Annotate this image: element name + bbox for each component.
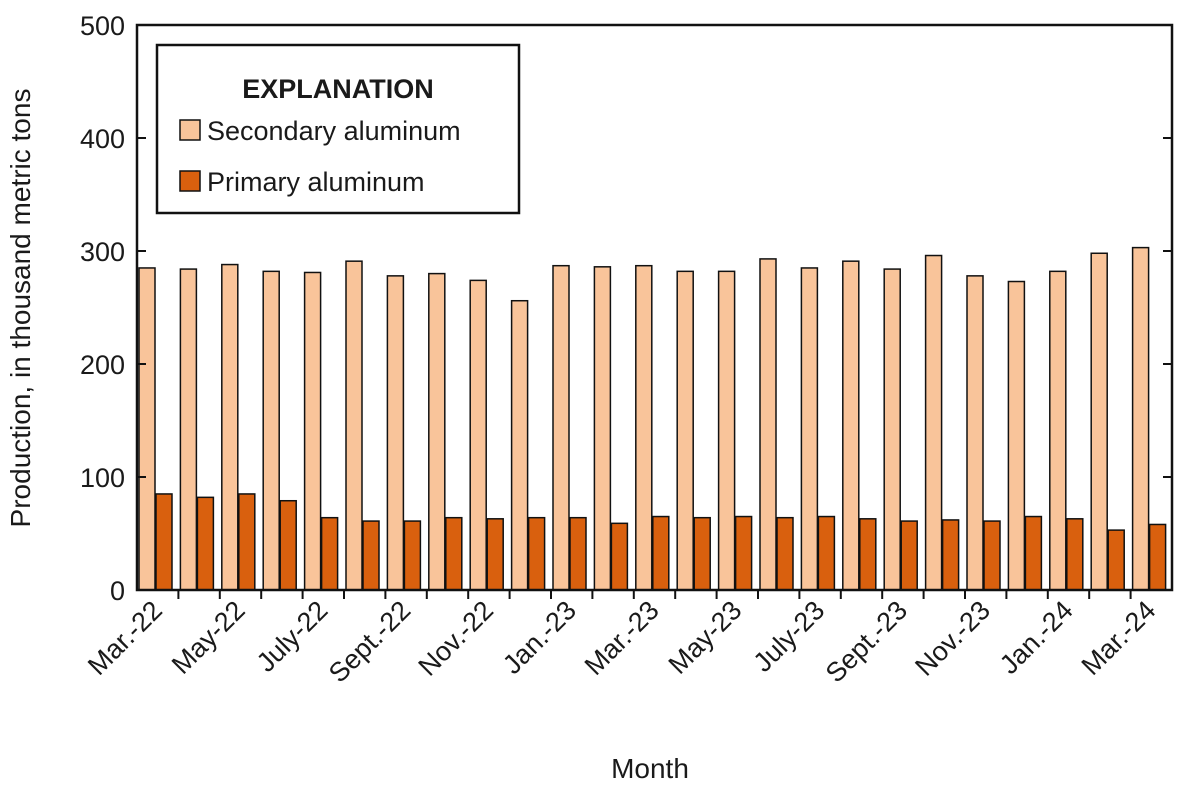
x-axis-title: Month <box>611 753 689 784</box>
bar-primary-dec-23 <box>1024 515 1043 591</box>
x-tick-label-jan-24: Jan.-24 <box>994 595 1079 680</box>
bar-primary-nov-22 <box>486 518 504 591</box>
bar-secondary-apr-22 <box>179 268 198 591</box>
bar-primary-may-22 <box>238 493 256 591</box>
x-tick-label-nov-23: Nov.-23 <box>909 595 996 682</box>
legend-label-primary: Primary aluminum <box>207 167 425 197</box>
bars-layer <box>138 246 1167 591</box>
bar-primary-feb-24 <box>1107 529 1125 591</box>
bar-primary-nov-23 <box>983 520 1001 591</box>
bar-secondary-june-23 <box>759 258 777 591</box>
y-tick-label-400: 400 <box>80 124 125 154</box>
x-tick-label-may-22: May-22 <box>166 595 251 680</box>
x-tick-label-sept-23: Sept.-23 <box>820 595 913 688</box>
bar-secondary-dec-23 <box>1007 280 1026 591</box>
bar-primary-june-23 <box>776 516 794 591</box>
x-tick-label-mar-22: Mar.-22 <box>82 595 168 681</box>
bar-primary-may-23 <box>734 515 753 591</box>
bar-primary-apr-23 <box>693 516 711 591</box>
y-axis-title: Production, in thousand metric tons <box>5 89 36 528</box>
bar-secondary-feb-24 <box>1090 252 1108 591</box>
bar-secondary-nov-22 <box>469 279 487 591</box>
bar-secondary-feb-23 <box>593 266 612 591</box>
x-tick-label-mar-23: Mar.-23 <box>579 595 665 681</box>
y-tick-label-300: 300 <box>80 237 125 267</box>
bar-primary-oct-22 <box>445 516 463 591</box>
bar-secondary-apr-23 <box>676 270 694 591</box>
bar-primary-mar-23 <box>652 515 670 591</box>
plot-frame <box>135 23 1174 592</box>
bar-secondary-jan-24 <box>1049 270 1067 591</box>
x-tick-label-mar-24: Mar.-24 <box>1076 595 1162 681</box>
x-tick-label-sept-22: Sept.-22 <box>323 595 416 688</box>
bar-primary-jan-23 <box>569 516 587 591</box>
legend: EXPLANATION Secondary aluminum Primary a… <box>155 43 521 215</box>
bar-primary-june-22 <box>279 499 297 591</box>
bar-secondary-nov-23 <box>966 275 984 591</box>
y-tick-label-500: 500 <box>80 11 125 41</box>
bar-secondary-sept-23 <box>883 268 901 591</box>
legend-swatch-primary <box>179 170 201 192</box>
bar-primary-oct-23 <box>941 519 960 591</box>
bar-secondary-dec-22 <box>510 299 529 591</box>
y-tick-label-100: 100 <box>80 463 125 493</box>
bar-primary-july-23 <box>817 515 836 591</box>
x-tick-label-july-22: July-22 <box>251 595 334 678</box>
bar-primary-dec-22 <box>527 516 546 591</box>
legend-title: EXPLANATION <box>242 74 434 104</box>
bar-secondary-jan-23 <box>552 264 570 591</box>
x-tick-label-nov-22: Nov.-22 <box>412 595 499 682</box>
bar-primary-mar-24 <box>1148 523 1167 591</box>
bar-secondary-mar-23 <box>635 264 653 591</box>
bar-secondary-july-22 <box>303 271 322 591</box>
bar-secondary-aug-22 <box>345 260 363 591</box>
bar-secondary-sept-22 <box>386 275 405 591</box>
bar-primary-mar-22 <box>155 493 173 591</box>
bar-secondary-oct-22 <box>428 272 446 591</box>
y-axis: 0 100 200 300 400 500 <box>80 11 1172 606</box>
bar-secondary-aug-23 <box>842 260 860 591</box>
bar-primary-sept-22 <box>403 520 422 591</box>
bar-secondary-may-22 <box>221 263 239 591</box>
x-tick-label-may-23: May-23 <box>663 595 748 680</box>
bar-primary-feb-23 <box>610 522 629 591</box>
y-tick-label-0: 0 <box>110 576 125 606</box>
bar-primary-sept-23 <box>900 520 918 591</box>
bar-primary-july-22 <box>320 516 339 591</box>
bar-secondary-mar-24 <box>1131 246 1150 591</box>
bar-secondary-july-23 <box>800 267 819 591</box>
bar-secondary-may-23 <box>717 270 736 591</box>
legend-swatch-secondary <box>179 119 201 141</box>
x-tick-label-july-23: July-23 <box>748 595 831 678</box>
bar-secondary-oct-23 <box>924 254 943 591</box>
legend-label-secondary: Secondary aluminum <box>207 116 461 146</box>
bar-primary-jan-24 <box>1066 518 1084 591</box>
bar-secondary-june-22 <box>262 270 280 591</box>
x-tick-label-jan-23: Jan.-23 <box>497 595 582 680</box>
bar-primary-aug-23 <box>859 518 877 591</box>
bar-primary-apr-22 <box>196 496 215 591</box>
legend-box <box>155 43 521 215</box>
y-tick-label-200: 200 <box>80 350 125 380</box>
bar-secondary-mar-22 <box>138 267 156 591</box>
bar-primary-aug-22 <box>362 520 380 591</box>
